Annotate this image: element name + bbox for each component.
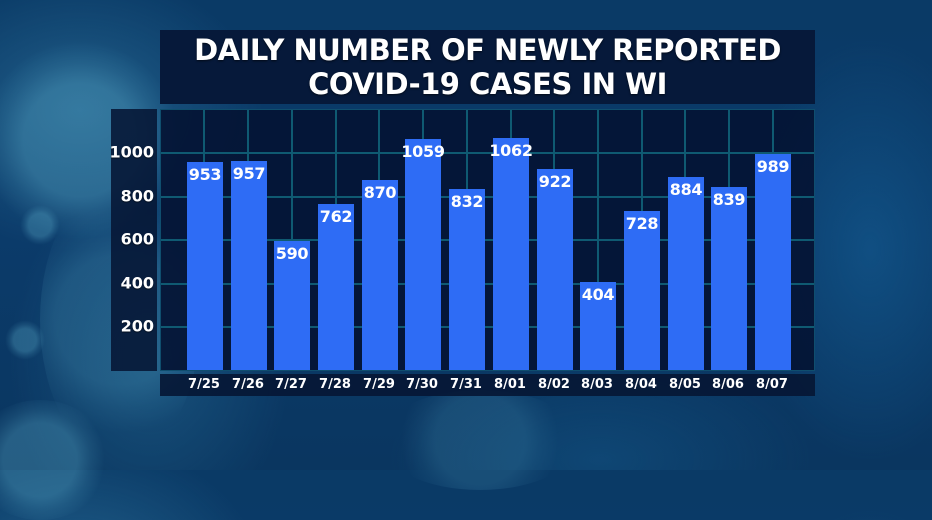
bar-value-label: 989 [756, 157, 790, 176]
y-tick-label: 400 [120, 273, 154, 293]
bar-value-label: 1062 [489, 141, 533, 160]
gridline [161, 152, 814, 154]
bar[interactable]: 762 [318, 204, 354, 370]
bar-value-label: 839 [712, 190, 746, 209]
virus-decoration-icon [380, 390, 580, 490]
x-tick-label: 8/07 [756, 377, 788, 392]
x-axis: 7/25 7/26 7/27 7/28 7/29 7/30 7/31 8/01 … [160, 374, 815, 396]
virus-decoration-icon [5, 320, 45, 360]
bar[interactable]: 1059 [401, 139, 445, 370]
virus-decoration-icon [20, 205, 60, 245]
gridline [161, 283, 814, 285]
bar-value-label: 953 [188, 165, 222, 184]
x-tick-label: 8/05 [669, 377, 701, 392]
bar[interactable]: 832 [449, 189, 485, 370]
bar[interactable]: 957 [231, 161, 267, 370]
bar-value-label: 884 [669, 180, 703, 199]
x-tick-label: 8/02 [538, 377, 570, 392]
bar[interactable]: 590 [274, 241, 310, 370]
bar-value-label: 957 [232, 164, 266, 183]
bar[interactable]: 404 [580, 282, 616, 370]
x-tick-label: 7/28 [319, 377, 351, 392]
bar[interactable]: 1062 [489, 138, 533, 370]
plot-area: 953 957 590 762 870 1059 832 1062 922 40… [160, 109, 815, 371]
bar[interactable]: 839 [711, 187, 747, 370]
bar-value-label: 832 [450, 192, 484, 211]
x-tick-label: 8/01 [494, 377, 526, 392]
gridline [291, 110, 293, 370]
x-tick-label: 7/25 [188, 377, 220, 392]
x-tick-label: 8/06 [712, 377, 744, 392]
x-tick-label: 7/30 [406, 377, 438, 392]
x-tick-label: 7/26 [232, 377, 264, 392]
bar[interactable]: 870 [362, 180, 398, 370]
bar[interactable]: 884 [668, 177, 704, 370]
bar[interactable]: 728 [624, 211, 660, 370]
x-tick-label: 8/04 [625, 377, 657, 392]
y-tick-label: 800 [120, 186, 154, 206]
bar[interactable]: 989 [755, 154, 791, 370]
bar-value-label: 1059 [401, 142, 445, 161]
x-tick-label: 7/31 [450, 377, 482, 392]
gridline [161, 239, 814, 241]
gridline [161, 196, 814, 198]
bar-value-label: 590 [275, 244, 309, 263]
x-tick-label: 7/27 [275, 377, 307, 392]
chart-title-line-1: DAILY NUMBER OF NEWLY REPORTED [194, 33, 781, 67]
y-tick-label: 1000 [109, 142, 154, 162]
bar[interactable]: 922 [537, 169, 573, 370]
bar-value-label: 922 [538, 172, 572, 191]
bar-value-label: 762 [319, 207, 353, 226]
y-axis: 1000 800 600 400 200 [109, 109, 157, 371]
virus-decoration-icon [0, 400, 110, 520]
gridline [597, 110, 599, 370]
bar[interactable]: 953 [187, 162, 223, 370]
chart-title-panel: DAILY NUMBER OF NEWLY REPORTED COVID-19 … [160, 30, 815, 104]
gridline [161, 326, 814, 328]
bar-value-label: 404 [581, 285, 615, 304]
bar-value-label: 728 [625, 214, 659, 233]
y-tick-label: 600 [120, 229, 154, 249]
x-tick-label: 8/03 [581, 377, 613, 392]
y-tick-label: 200 [120, 316, 154, 336]
x-tick-label: 7/29 [363, 377, 395, 392]
chart-title-line-2: COVID-19 CASES IN WI [308, 67, 667, 101]
bar-value-label: 870 [363, 183, 397, 202]
